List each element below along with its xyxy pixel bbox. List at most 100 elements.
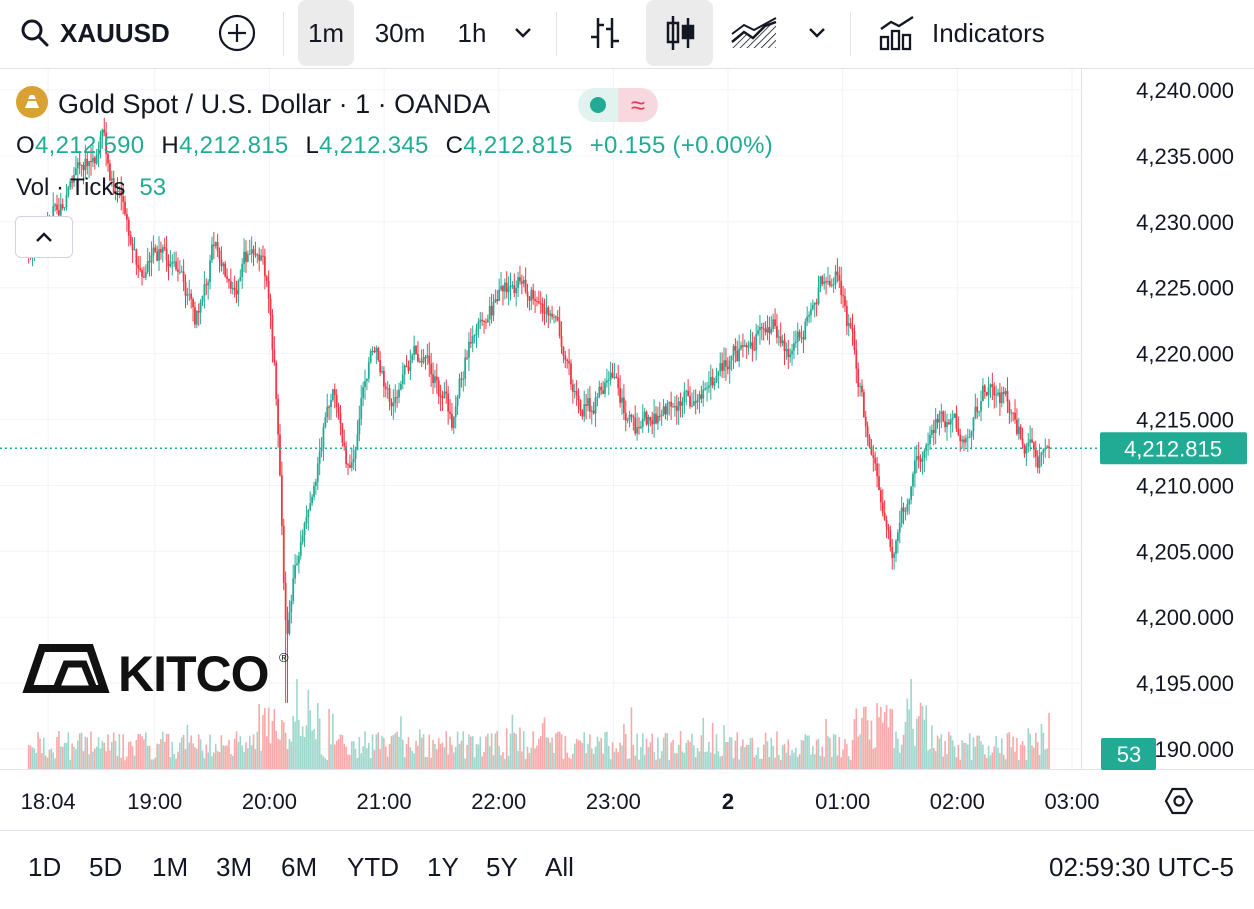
volume-bar	[944, 740, 946, 769]
volume-bar	[264, 708, 266, 769]
volume-bar	[779, 760, 782, 769]
symbol-search-button[interactable]: XAUUSD	[20, 0, 185, 66]
range-6m-button[interactable]: 6M	[281, 852, 318, 882]
volume-bar	[946, 754, 948, 769]
candle-down	[991, 384, 994, 387]
candle-down	[936, 419, 939, 423]
interval-dropdown-button[interactable]	[506, 0, 540, 66]
compare-symbol-button[interactable]	[210, 0, 264, 66]
volume-bar	[1023, 745, 1026, 769]
volume-bar	[717, 751, 720, 769]
volume-bar	[910, 679, 912, 769]
candle-down	[435, 376, 438, 381]
range-5d-button[interactable]: 5D	[89, 852, 123, 882]
candle-up	[401, 374, 404, 384]
indicators-button[interactable]: Indicators	[878, 0, 1068, 66]
range-3m-button[interactable]: 3M	[216, 852, 253, 882]
volume-bar	[216, 751, 219, 769]
volume-bar	[662, 737, 665, 769]
volume-bar	[604, 732, 606, 769]
candle-up	[95, 155, 98, 164]
timezone-clock[interactable]: 02:59:30 UTC-5	[1049, 852, 1234, 882]
volume-bar	[626, 758, 629, 769]
candle-down	[575, 390, 578, 396]
interval-1m-button[interactable]: 1m	[298, 0, 354, 66]
candle-up	[794, 342, 797, 344]
volume-bar	[360, 753, 363, 769]
volume-bar	[528, 753, 531, 769]
volume-bar	[298, 720, 300, 769]
range-1d-button[interactable]: 1D	[28, 852, 62, 882]
range-1m-button[interactable]: 1M	[152, 852, 189, 882]
range-ytd-button[interactable]: YTD	[347, 852, 399, 882]
volume-bar	[889, 708, 892, 769]
candle-down	[460, 378, 463, 380]
candle-up	[749, 342, 752, 346]
candle-up	[65, 195, 68, 208]
volume-bar	[256, 731, 259, 769]
volume-bar	[279, 739, 281, 769]
volume-bar	[683, 752, 686, 769]
candle-down	[828, 281, 831, 286]
chart-type-dropdown-button[interactable]	[800, 0, 834, 66]
volume-bar	[39, 738, 41, 769]
area-chart-type-button[interactable]	[726, 0, 782, 66]
candle-up	[1040, 452, 1043, 456]
candle-down	[57, 209, 60, 216]
candle-down	[562, 346, 565, 356]
candle-down	[776, 326, 778, 338]
area-chart-icon	[731, 17, 777, 48]
volume-bar	[677, 744, 680, 769]
candle-down	[105, 132, 108, 154]
candle-up	[118, 190, 121, 192]
symbol-title[interactable]: Gold Spot / U.S. Dollar · 1 · OANDA	[58, 89, 491, 119]
volume-bar	[936, 735, 939, 769]
volume-bar	[541, 722, 544, 769]
candle-up	[738, 348, 741, 362]
range-5y-button[interactable]: 5Y	[486, 852, 518, 882]
price-chart[interactable]: KITCO ® 4,240.000 4,235.000 4,230.000 4,225…	[0, 69, 1254, 829]
candles-chart-type-button[interactable]	[646, 0, 713, 66]
volume-bar	[568, 757, 570, 769]
candle-down	[432, 374, 434, 384]
chart-area[interactable]: KITCO ® 4,240.000 4,235.000 4,230.000 4,225…	[0, 69, 1254, 829]
volume-bar	[838, 737, 841, 769]
volume-bar	[985, 758, 988, 769]
candle-down	[638, 427, 640, 429]
price-tick-label: 4,215.000	[1136, 408, 1234, 433]
volume-bar	[742, 739, 744, 769]
candle-up	[770, 329, 773, 334]
volume-bar	[488, 746, 491, 769]
range-all-button[interactable]: All	[545, 852, 574, 882]
volume-bar	[133, 755, 136, 769]
candle-up	[728, 360, 731, 370]
candle-down	[226, 276, 228, 279]
candle-down	[655, 413, 657, 424]
volume-bar	[443, 747, 446, 769]
candle-up	[982, 385, 984, 402]
candle-down	[883, 512, 886, 520]
candle-down	[496, 299, 499, 301]
candle-up	[331, 389, 334, 401]
bar-chart-type-button[interactable]	[576, 0, 634, 66]
volume-bar	[59, 746, 62, 769]
volume-bar	[999, 753, 1001, 769]
candle-down	[263, 256, 266, 277]
candle-up	[456, 396, 459, 406]
range-1y-button[interactable]: 1Y	[427, 852, 459, 882]
volume-bar	[1001, 738, 1003, 769]
volume-label[interactable]: Vol · Ticks	[16, 174, 126, 201]
interval-1h-button[interactable]: 1h	[457, 17, 487, 48]
chart-settings-button[interactable]	[1164, 787, 1194, 815]
collapse-legend-button[interactable]	[15, 216, 73, 258]
interval-30m-button[interactable]: 30m	[374, 17, 426, 48]
volume-bar	[744, 747, 746, 769]
volume-bar	[67, 732, 70, 769]
candle-up	[691, 405, 693, 407]
candle-down	[120, 190, 123, 197]
candle-down	[160, 249, 162, 253]
volume-bar	[152, 759, 155, 769]
volume-bar	[432, 739, 434, 769]
volume-bar	[658, 758, 661, 769]
market-status-pill[interactable]: ≈	[578, 88, 658, 122]
